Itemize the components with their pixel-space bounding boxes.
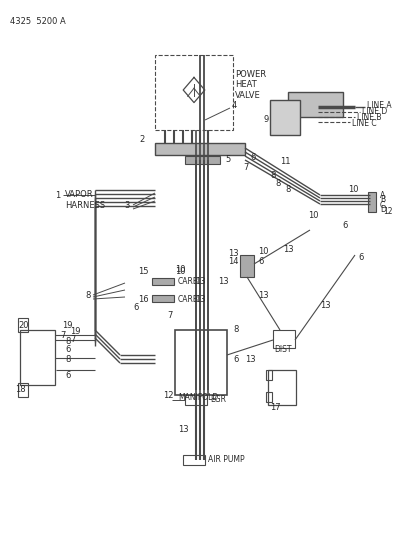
Text: 15: 15: [138, 268, 149, 277]
Text: B: B: [380, 196, 385, 205]
Text: 8: 8: [285, 185, 290, 195]
Text: 11: 11: [280, 157, 290, 166]
Text: 19: 19: [62, 320, 73, 329]
Text: 2: 2: [140, 135, 145, 144]
Text: 10: 10: [175, 268, 186, 277]
Text: 13: 13: [178, 425, 188, 434]
Text: 13: 13: [195, 295, 206, 303]
Bar: [273, 330, 295, 348]
Text: 8: 8: [65, 337, 70, 346]
Text: 10: 10: [175, 265, 186, 274]
Bar: [175, 330, 227, 395]
Text: 14: 14: [228, 257, 239, 266]
Bar: [18, 318, 28, 332]
Text: POWER
HEAT
VALVE: POWER HEAT VALVE: [235, 70, 266, 100]
Text: 4325  5200 A: 4325 5200 A: [10, 18, 66, 27]
Bar: [288, 92, 343, 117]
Text: 12: 12: [163, 391, 173, 400]
Text: LINE C: LINE C: [352, 119, 377, 128]
Text: 13: 13: [228, 248, 239, 257]
Text: CARB: CARB: [178, 278, 199, 287]
Bar: [266, 370, 272, 380]
Text: 7: 7: [167, 311, 172, 319]
Text: 13: 13: [320, 301, 330, 310]
Text: 13: 13: [218, 278, 228, 287]
Bar: [240, 255, 254, 277]
Bar: [185, 395, 207, 405]
Text: 6: 6: [250, 154, 255, 163]
Text: 13: 13: [245, 356, 256, 365]
Bar: [20, 330, 55, 385]
Bar: [368, 192, 376, 212]
Text: 8: 8: [65, 356, 70, 365]
Text: 10: 10: [308, 211, 319, 220]
Text: C: C: [380, 200, 385, 209]
Bar: [266, 392, 272, 402]
Text: 7: 7: [243, 164, 248, 173]
Text: 6: 6: [133, 303, 138, 312]
Text: 6: 6: [233, 356, 238, 365]
Text: 10: 10: [258, 247, 268, 256]
Text: 19: 19: [70, 327, 80, 336]
Text: D: D: [380, 206, 386, 214]
Text: 6: 6: [65, 345, 70, 354]
Text: CARB: CARB: [178, 295, 199, 303]
Text: 13: 13: [258, 290, 268, 300]
Text: 7: 7: [70, 335, 75, 344]
Text: 8: 8: [275, 179, 280, 188]
Text: 3: 3: [124, 200, 130, 209]
Text: LINE D: LINE D: [362, 108, 387, 117]
Text: 16: 16: [138, 295, 149, 303]
Text: 4: 4: [232, 101, 237, 110]
Text: 1: 1: [55, 190, 60, 199]
Text: 6: 6: [65, 370, 70, 379]
Text: 8: 8: [85, 290, 91, 300]
Bar: [185, 156, 220, 164]
Text: 13: 13: [195, 278, 206, 287]
Text: VAPOR
HARNESS: VAPOR HARNESS: [65, 190, 105, 209]
Bar: [155, 55, 233, 130]
Text: EGR: EGR: [210, 395, 226, 405]
Text: 12: 12: [383, 207, 392, 216]
Bar: [152, 295, 174, 302]
Text: 8: 8: [270, 171, 275, 180]
Text: 20: 20: [18, 320, 29, 329]
Text: 17: 17: [270, 403, 281, 413]
Bar: [18, 383, 28, 397]
Text: MANIFOLD: MANIFOLD: [178, 393, 218, 402]
Text: 18: 18: [15, 385, 26, 394]
Text: LINE A: LINE A: [367, 101, 392, 109]
Text: 10: 10: [348, 185, 359, 195]
Text: 8: 8: [233, 326, 238, 335]
Text: 13: 13: [283, 246, 294, 254]
Text: 7: 7: [60, 330, 65, 340]
Text: 6: 6: [358, 254, 364, 262]
Bar: [155, 143, 245, 155]
Bar: [270, 100, 300, 135]
Bar: [268, 370, 296, 405]
Bar: [152, 278, 174, 285]
Text: 5: 5: [225, 156, 230, 165]
Text: A: A: [380, 190, 385, 199]
Bar: [183, 455, 205, 465]
Text: 9: 9: [263, 116, 268, 125]
Text: 6: 6: [342, 221, 347, 230]
Text: LINE B: LINE B: [357, 114, 381, 123]
Text: DIST: DIST: [274, 345, 291, 354]
Text: AIR PUMP: AIR PUMP: [208, 456, 245, 464]
Text: 6: 6: [258, 257, 264, 266]
